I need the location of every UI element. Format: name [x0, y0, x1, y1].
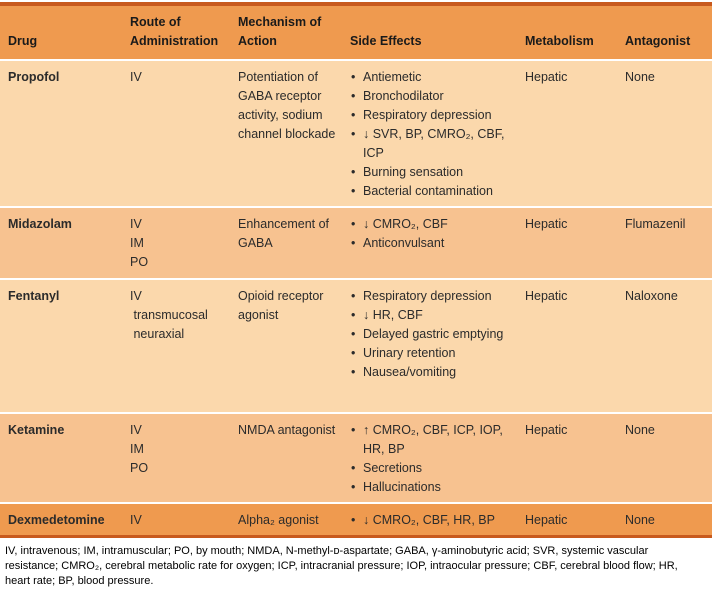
mechanism-cell: Potentiation of GABA receptor activity, … [238, 70, 336, 141]
side-effect-item: Hallucinations [350, 478, 513, 497]
table-footnote: IV, intravenous; IM, intramuscular; PO, … [0, 538, 712, 589]
route-cell: IV IM PO [130, 423, 149, 475]
route-cell: IV [130, 513, 142, 527]
metabolism-cell: Hepatic [525, 70, 568, 84]
metabolism-cell: Hepatic [525, 289, 568, 303]
side-effect-item: Delayed gastric emptying [350, 325, 513, 344]
mechanism-cell: Opioid receptor agonist [238, 289, 324, 322]
side-effects-list: ↑ CMRO₂, CBF, ICP, IOP, HR, BPSecretions… [350, 414, 525, 502]
drug-name: Midazolam [8, 217, 72, 231]
side-effects-list: AntiemeticBronchodilatorRespiratory depr… [350, 61, 525, 206]
side-effect-item: ↓ CMRO₂, CBF, HR, BP [350, 511, 513, 530]
column-header-mechanism: Mechanism of Action [238, 15, 322, 48]
antagonist-cell: Flumazenil [625, 217, 686, 231]
side-effect-item: Respiratory depression [350, 287, 513, 306]
side-effect-item: Bacterial contamination [350, 182, 513, 201]
drug-name: Propofol [8, 70, 60, 84]
column-header-route: Route of Administration [130, 15, 219, 48]
route-cell: IV [130, 70, 142, 84]
side-effect-item: Nausea/vomiting [350, 363, 513, 382]
side-effects-list: ↓ CMRO₂, CBF, HR, BP [350, 504, 525, 535]
side-effect-item: ↓ SVR, BP, CMRO₂, CBF, ICP [350, 125, 513, 163]
drug-name: Ketamine [8, 423, 65, 437]
side-effect-item: ↑ CMRO₂, CBF, ICP, IOP, HR, BP [350, 421, 513, 459]
side-effect-item: ↓ HR, CBF [350, 306, 513, 325]
table-row-propofol: Propofol IV Potentiation of GABA recepto… [0, 61, 712, 208]
drug-comparison-table: Drug Route of Administration Mechanism o… [0, 2, 712, 538]
mechanism-cell: Enhancement of GABA [238, 217, 330, 250]
side-effect-item: Anticonvulsant [350, 234, 513, 253]
drug-name: Fentanyl [8, 289, 60, 303]
antagonist-cell: None [625, 70, 655, 84]
antagonist-cell: Naloxone [625, 289, 678, 303]
mechanism-cell: NMDA antagonist [238, 423, 336, 437]
metabolism-cell: Hepatic [525, 423, 568, 437]
column-header-metabolism: Metabolism [525, 34, 594, 48]
table-row-dexmedetomine: Dexmedetomine IV Alpha₂ agonist ↓ CMRO₂,… [0, 504, 712, 535]
column-header-drug: Drug [8, 34, 38, 48]
table-header-row: Drug Route of Administration Mechanism o… [0, 6, 712, 61]
side-effect-item: Urinary retention [350, 344, 513, 363]
antagonist-cell: None [625, 513, 655, 527]
table-row-fentanyl: Fentanyl IV transmucosal neuraxial Opioi… [0, 280, 712, 414]
side-effects-list: ↓ CMRO₂, CBFAnticonvulsant [350, 208, 525, 278]
drug-name: Dexmedetomine [8, 513, 105, 527]
side-effect-item: Antiemetic [350, 68, 513, 87]
table-row-ketamine: Ketamine IV IM PO NMDA antagonist ↑ CMRO… [0, 414, 712, 504]
side-effect-item: Respiratory depression [350, 106, 513, 125]
side-effect-item: Burning sensation [350, 163, 513, 182]
route-cell: IV transmucosal neuraxial [130, 289, 208, 341]
antagonist-cell: None [625, 423, 655, 437]
side-effect-item: Bronchodilator [350, 87, 513, 106]
side-effect-item: Secretions [350, 459, 513, 478]
route-cell: IV IM PO [130, 217, 149, 269]
side-effect-item: ↓ CMRO₂, CBF [350, 215, 513, 234]
metabolism-cell: Hepatic [525, 513, 568, 527]
column-header-antagonist: Antagonist [625, 34, 691, 48]
mechanism-cell: Alpha₂ agonist [238, 513, 319, 527]
column-header-side-effects: Side Effects [350, 34, 422, 48]
metabolism-cell: Hepatic [525, 217, 568, 231]
table-row-midazolam: Midazolam IV IM PO Enhancement of GABA ↓… [0, 208, 712, 280]
side-effects-list: Respiratory depression↓ HR, CBFDelayed g… [350, 280, 525, 412]
